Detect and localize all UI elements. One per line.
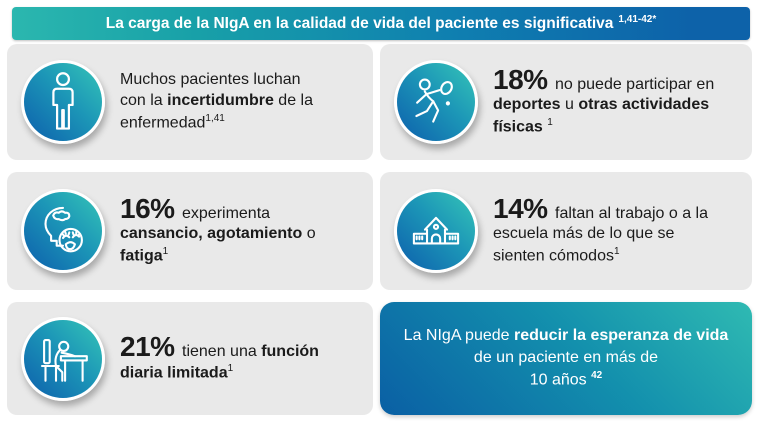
text-segment: o	[306, 225, 316, 243]
text-segment: de la enfermedad	[120, 91, 313, 132]
card-text: 21% tienen una función diaria limitada1	[120, 330, 324, 385]
text-segment-bold: otras actividades físicas	[493, 96, 710, 136]
school-icon	[394, 189, 478, 273]
card-daily-function: 21% tienen una función diaria limitada1	[7, 302, 373, 415]
person-icon	[21, 60, 105, 144]
reference-superscript: 1,41	[205, 112, 225, 124]
text-segment: La NIgA puede	[403, 327, 510, 345]
reference-superscript: 42	[591, 370, 603, 382]
callout-text-line: 10 años 42	[530, 369, 603, 391]
card-text: 14% faltan al trabajo o a la escuela más…	[493, 192, 719, 268]
stat-value: 14%	[493, 192, 548, 224]
text-segment: tienen una	[182, 342, 257, 360]
header-reference-superscript: 1,41-42*	[618, 14, 657, 25]
callout-life-expectancy: La NIgA puede reducir la esperanza de vi…	[380, 302, 752, 415]
stat-value: 18%	[493, 63, 548, 95]
reference-superscript: 1	[162, 246, 169, 258]
text-segment-bold: incertidumbre	[167, 91, 274, 109]
stat-value: 21%	[120, 330, 175, 362]
text-segment-bold: deportes	[493, 96, 561, 114]
text-segment: u	[565, 96, 574, 114]
reference-superscript: 1	[547, 117, 553, 129]
text-segment: de un paciente en más de	[473, 349, 659, 367]
card-uncertainty: Muchos pacientes luchan con la incertidu…	[7, 44, 373, 160]
text-segment-bold: reducir la esperanza de vida	[514, 327, 729, 345]
card-sports: 18% no puede participar en deportes u ot…	[380, 44, 752, 160]
tired-mind-icon	[21, 189, 105, 273]
desk-person-icon	[21, 316, 105, 401]
reference-superscript: 1	[227, 363, 234, 375]
card-text: 18% no puede participar en deportes u ot…	[493, 63, 731, 139]
text-segment: 10 años	[529, 371, 587, 389]
card-work-school: 14% faltan al trabajo o a la escuela más…	[380, 172, 752, 290]
text-segment-bold: cansancio, agotamiento	[120, 225, 303, 243]
tennis-player-icon	[394, 60, 478, 144]
reference-superscript: 1	[613, 246, 620, 258]
stat-value: 16%	[120, 192, 175, 224]
card-text: Muchos pacientes luchan con la incertidu…	[120, 70, 328, 134]
text-segment: no puede participar en	[555, 75, 715, 93]
card-text: 16% experimenta cansancio, agotamiento o…	[120, 192, 336, 268]
text-segment-bold: fatiga	[120, 247, 163, 265]
text-segment: faltan al trabajo o a la escuela más de …	[493, 204, 708, 265]
header-banner: La carga de la NIgA en la calidad de vid…	[12, 7, 750, 40]
text-segment: experimenta	[182, 204, 271, 222]
card-fatigue: 16% experimenta cansancio, agotamiento o…	[7, 172, 373, 290]
page-title: La carga de la NIgA en la calidad de vid…	[105, 14, 614, 32]
cards-grid: Muchos pacientes luchan con la incertidu…	[7, 44, 752, 415]
text-segment: Muchos pacientes luchan con la	[120, 71, 301, 109]
text-segment-bold: función diaria limitada	[120, 342, 319, 382]
callout-text: La NIgA puede reducir la esperanza de vi…	[402, 325, 730, 369]
